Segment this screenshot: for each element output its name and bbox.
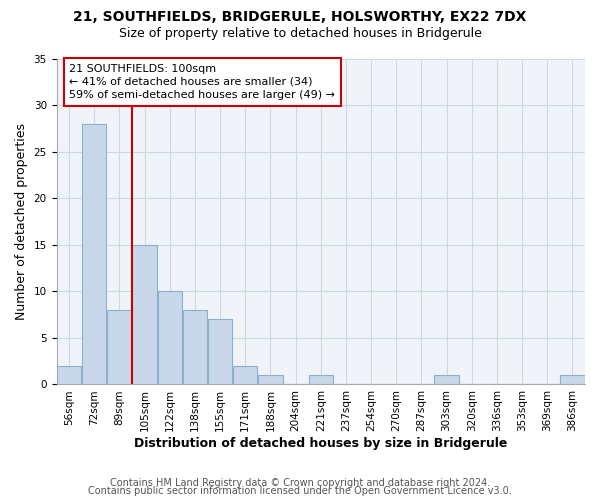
X-axis label: Distribution of detached houses by size in Bridgerule: Distribution of detached houses by size …: [134, 437, 508, 450]
Bar: [560, 375, 584, 384]
Text: Contains public sector information licensed under the Open Government Licence v3: Contains public sector information licen…: [88, 486, 512, 496]
Bar: [133, 245, 157, 384]
Bar: [82, 124, 106, 384]
Text: 21, SOUTHFIELDS, BRIDGERULE, HOLSWORTHY, EX22 7DX: 21, SOUTHFIELDS, BRIDGERULE, HOLSWORTHY,…: [73, 10, 527, 24]
Text: Contains HM Land Registry data © Crown copyright and database right 2024.: Contains HM Land Registry data © Crown c…: [110, 478, 490, 488]
Bar: [233, 366, 257, 384]
Bar: [434, 375, 459, 384]
Text: Size of property relative to detached houses in Bridgerule: Size of property relative to detached ho…: [119, 28, 481, 40]
Bar: [107, 310, 131, 384]
Bar: [308, 375, 333, 384]
Text: 21 SOUTHFIELDS: 100sqm
← 41% of detached houses are smaller (34)
59% of semi-det: 21 SOUTHFIELDS: 100sqm ← 41% of detached…: [70, 64, 335, 100]
Bar: [258, 375, 283, 384]
Bar: [183, 310, 207, 384]
Bar: [158, 292, 182, 384]
Bar: [208, 320, 232, 384]
Y-axis label: Number of detached properties: Number of detached properties: [15, 123, 28, 320]
Bar: [57, 366, 82, 384]
